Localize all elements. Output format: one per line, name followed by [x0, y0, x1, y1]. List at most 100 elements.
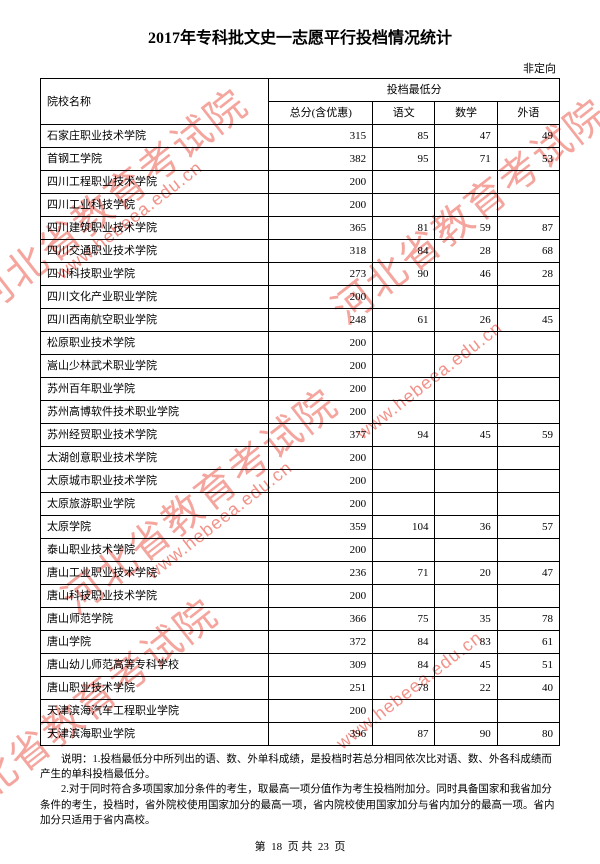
- cell-total: 200: [269, 401, 373, 424]
- cell-foreign: 28: [497, 263, 559, 286]
- cell-foreign: [497, 700, 559, 723]
- cell-total: 236: [269, 562, 373, 585]
- cell-total: 200: [269, 194, 373, 217]
- cell-chinese: [373, 585, 435, 608]
- cell-foreign: 40: [497, 677, 559, 700]
- cell-math: [435, 539, 497, 562]
- cell-foreign: [497, 401, 559, 424]
- cell-name: 嵩山少林武术职业学院: [41, 355, 269, 378]
- cell-chinese: [373, 378, 435, 401]
- cell-math: 36: [435, 516, 497, 539]
- cell-total: 200: [269, 332, 373, 355]
- cell-math: [435, 493, 497, 516]
- cell-name: 太原旅游职业学院: [41, 493, 269, 516]
- cell-math: 83: [435, 631, 497, 654]
- cell-foreign: 57: [497, 516, 559, 539]
- document-page: 2017年专科批文史一志愿平行投档情况统计 非定向 院校名称 投档最低分 总分(…: [0, 0, 600, 864]
- header-chinese: 语文: [373, 102, 435, 125]
- cell-chinese: 61: [373, 309, 435, 332]
- page-title: 2017年专科批文史一志愿平行投档情况统计: [40, 24, 560, 48]
- cell-foreign: [497, 493, 559, 516]
- cell-name: 太原学院: [41, 516, 269, 539]
- cell-name: 唐山工业职业技术学院: [41, 562, 269, 585]
- cell-math: [435, 470, 497, 493]
- table-row: 唐山幼儿师范高等专科学校309844551: [41, 654, 560, 677]
- footer-mid: 页 共: [288, 841, 313, 853]
- cell-math: [435, 286, 497, 309]
- cell-math: [435, 171, 497, 194]
- cell-chinese: 78: [373, 677, 435, 700]
- cell-chinese: [373, 539, 435, 562]
- cell-foreign: [497, 585, 559, 608]
- cell-chinese: [373, 700, 435, 723]
- table-row: 苏州高博软件技术职业学院200: [41, 401, 560, 424]
- cell-math: 47: [435, 125, 497, 148]
- cell-foreign: [497, 171, 559, 194]
- table-row: 嵩山少林武术职业学院200: [41, 355, 560, 378]
- table-row: 苏州百年职业学院200: [41, 378, 560, 401]
- table-header: 院校名称 投档最低分 总分(含优惠) 语文 数学 外语: [41, 79, 560, 125]
- cell-total: 200: [269, 286, 373, 309]
- cell-total: 365: [269, 217, 373, 240]
- cell-math: [435, 378, 497, 401]
- table-row: 石家庄职业技术学院315854749: [41, 125, 560, 148]
- table-row: 太湖创意职业技术学院200: [41, 447, 560, 470]
- cell-math: 45: [435, 654, 497, 677]
- cell-foreign: 80: [497, 723, 559, 746]
- table-body: 石家庄职业技术学院315854749首钢工学院382957153四川工程职业技术…: [41, 125, 560, 746]
- cell-chinese: 84: [373, 240, 435, 263]
- cell-chinese: [373, 447, 435, 470]
- cell-name: 太湖创意职业技术学院: [41, 447, 269, 470]
- cell-name: 太原城市职业技术学院: [41, 470, 269, 493]
- cell-chinese: 81: [373, 217, 435, 240]
- table-row: 唐山学院372848361: [41, 631, 560, 654]
- cell-name: 唐山幼儿师范高等专科学校: [41, 654, 269, 677]
- cell-foreign: [497, 447, 559, 470]
- table-row: 四川工业科技学院200: [41, 194, 560, 217]
- cell-chinese: 71: [373, 562, 435, 585]
- page-footer: 第 18 页 共 23 页: [40, 838, 560, 854]
- table-row: 天津滨海职业学院396879080: [41, 723, 560, 746]
- cell-foreign: 78: [497, 608, 559, 631]
- cell-math: [435, 401, 497, 424]
- cell-name: 苏州经贸职业技术学院: [41, 424, 269, 447]
- cell-name: 四川交通职业技术学院: [41, 240, 269, 263]
- score-table: 院校名称 投档最低分 总分(含优惠) 语文 数学 外语 石家庄职业技术学院315…: [40, 78, 560, 746]
- cell-total: 200: [269, 539, 373, 562]
- cell-math: [435, 332, 497, 355]
- cell-math: 26: [435, 309, 497, 332]
- cell-math: 28: [435, 240, 497, 263]
- cell-chinese: 90: [373, 263, 435, 286]
- table-row: 四川工程职业技术学院200: [41, 171, 560, 194]
- cell-math: [435, 194, 497, 217]
- header-total: 总分(含优惠): [269, 102, 373, 125]
- cell-math: 71: [435, 148, 497, 171]
- table-row: 太原城市职业技术学院200: [41, 470, 560, 493]
- cell-name: 苏州百年职业学院: [41, 378, 269, 401]
- cell-name: 四川科技职业学院: [41, 263, 269, 286]
- footer-page: 18: [271, 841, 282, 853]
- table-row: 苏州经贸职业技术学院377944559: [41, 424, 560, 447]
- table-row: 四川西南航空职业学院248612645: [41, 309, 560, 332]
- header-school: 院校名称: [41, 79, 269, 125]
- cell-total: 396: [269, 723, 373, 746]
- cell-total: 200: [269, 493, 373, 516]
- table-row: 首钢工学院382957153: [41, 148, 560, 171]
- cell-foreign: [497, 286, 559, 309]
- cell-total: 318: [269, 240, 373, 263]
- cell-total: 309: [269, 654, 373, 677]
- cell-chinese: 84: [373, 654, 435, 677]
- cell-chinese: 87: [373, 723, 435, 746]
- cell-total: 251: [269, 677, 373, 700]
- table-row: 四川建筑职业技术学院365815987: [41, 217, 560, 240]
- cell-name: 四川西南航空职业学院: [41, 309, 269, 332]
- footer-total: 23: [318, 841, 329, 853]
- cell-foreign: 87: [497, 217, 559, 240]
- cell-name: 唐山科技职业技术学院: [41, 585, 269, 608]
- notes-text: 说明：1.投档最低分中所列出的语、数、外单科成绩，是投档时若总分相同依次比对语、…: [40, 752, 560, 828]
- header-foreign: 外语: [497, 102, 559, 125]
- cell-chinese: 95: [373, 148, 435, 171]
- cell-total: 315: [269, 125, 373, 148]
- table-row: 四川文化产业职业学院200: [41, 286, 560, 309]
- table-row: 唐山科技职业技术学院200: [41, 585, 560, 608]
